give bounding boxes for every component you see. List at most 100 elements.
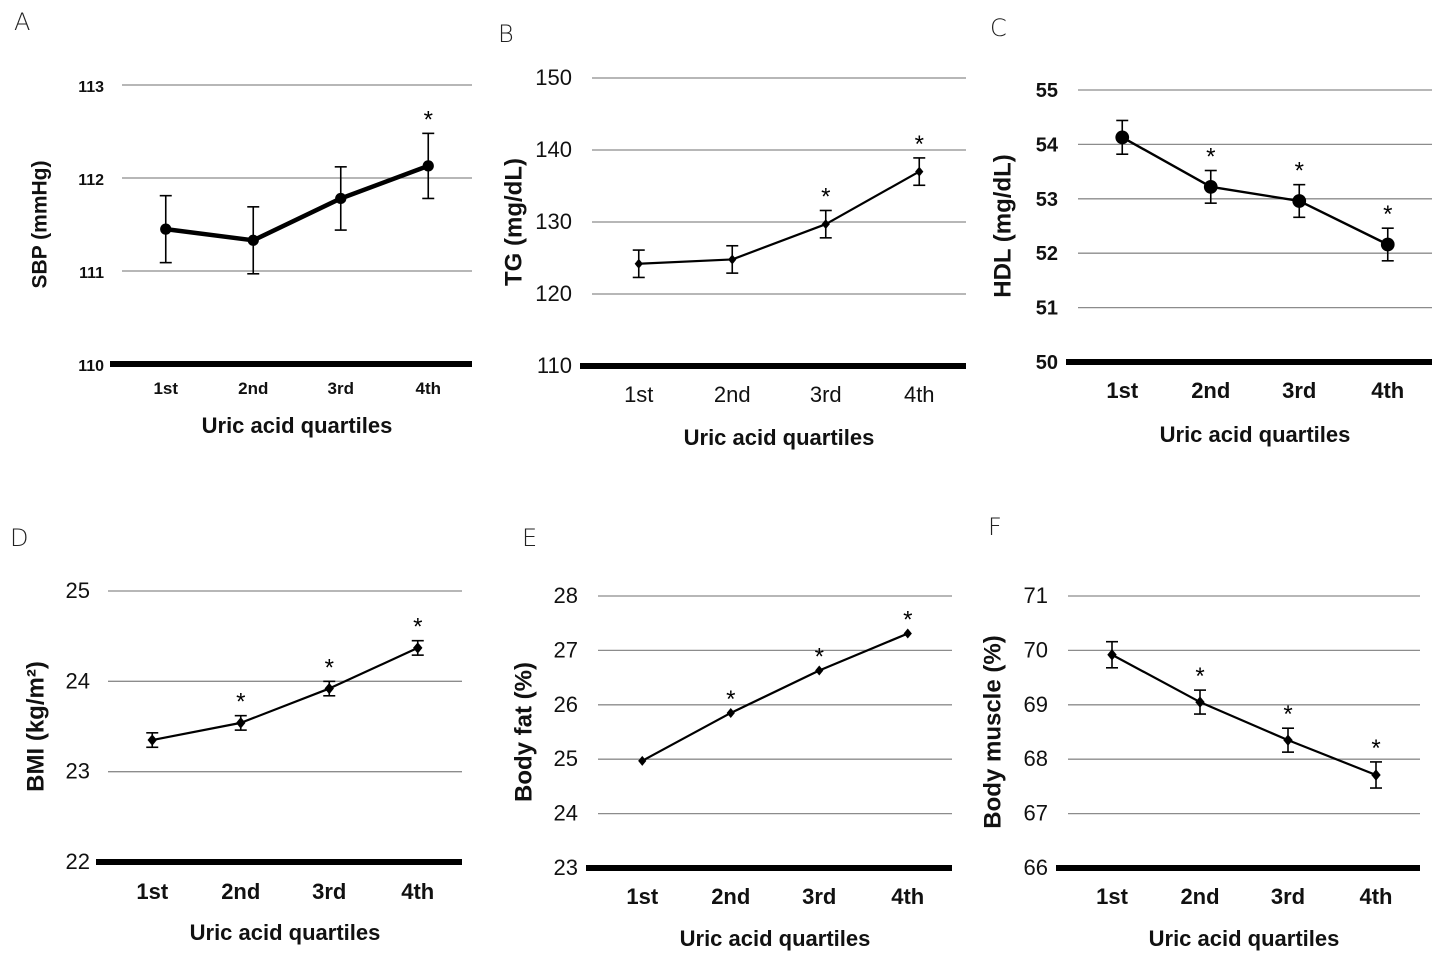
y-tick-label: 24 bbox=[66, 668, 90, 693]
data-point bbox=[1371, 769, 1381, 781]
significance-star: * bbox=[1383, 201, 1392, 228]
y-tick-label: 55 bbox=[1036, 80, 1058, 102]
panel-d: 22 23 24 25 1st 2nd 3rd 4th Uric acid quartiles B… bbox=[23, 578, 462, 945]
y-axis-label: SBP (mmHg) bbox=[29, 161, 52, 289]
y-tick-label: 53 bbox=[1036, 189, 1058, 211]
panel-letter-e: E bbox=[522, 524, 538, 552]
x-tick-label: 1st bbox=[626, 884, 658, 909]
significance-star: * bbox=[424, 106, 433, 133]
significance-star: * bbox=[726, 686, 735, 713]
panel-f: 66 67 68 69 70 71 1st 2nd 3rd 4th Uric acid quarti… bbox=[980, 583, 1420, 951]
significance-star: * bbox=[815, 644, 824, 671]
y-tick-label: 24 bbox=[554, 801, 578, 826]
y-tick-label: 28 bbox=[554, 583, 578, 608]
data-point bbox=[1115, 130, 1130, 145]
data-point bbox=[1292, 194, 1307, 208]
y-axis-label: HDL (mg/dL) bbox=[990, 154, 1017, 298]
data-point bbox=[915, 166, 924, 177]
y-tick-label: 110 bbox=[78, 358, 104, 375]
data-point bbox=[1107, 649, 1117, 661]
x-tick-label: 3rd bbox=[1271, 884, 1305, 909]
data-point bbox=[638, 755, 647, 766]
data-point bbox=[413, 642, 423, 654]
x-tick-label: 1st bbox=[136, 879, 168, 904]
x-tick-label: 4th bbox=[904, 382, 935, 407]
series-line bbox=[152, 646, 419, 742]
x-tick-label: 2nd bbox=[714, 382, 751, 407]
x-tick-label: 1st bbox=[624, 382, 653, 407]
y-tick-label: 50 bbox=[1036, 352, 1058, 374]
panel-letter-b: B bbox=[498, 20, 514, 48]
y-tick-label: 25 bbox=[554, 746, 578, 771]
x-axis-label: Uric acid quartiles bbox=[202, 413, 393, 438]
data-point bbox=[335, 192, 347, 205]
panel-a: 110 111 112 113 1st 2nd 3rd 4th Uric acid quarti… bbox=[29, 79, 472, 438]
x-axis-label: Uric acid quartiles bbox=[1160, 422, 1351, 447]
panel-letter-f: F bbox=[988, 513, 1002, 541]
x-tick-label: 2nd bbox=[238, 379, 268, 398]
y-tick-label: 25 bbox=[66, 578, 90, 603]
y-tick-label: 68 bbox=[1024, 746, 1048, 771]
panel-c: 50 51 52 53 54 55 1st 2nd 3rd 4th Uric acid quarti… bbox=[990, 80, 1432, 447]
series-line bbox=[641, 632, 909, 762]
y-tick-label: 54 bbox=[1036, 134, 1059, 156]
significance-star: * bbox=[1295, 158, 1304, 185]
significance-star: * bbox=[1206, 144, 1215, 171]
y-tick-label: 70 bbox=[1024, 637, 1048, 662]
y-tick-label: 113 bbox=[78, 79, 104, 96]
x-tick-label: 4th bbox=[1360, 884, 1393, 909]
y-axis-label: Body muscle (%) bbox=[980, 635, 1007, 828]
significance-star: * bbox=[915, 131, 924, 158]
x-tick-label: 4th bbox=[1371, 378, 1404, 403]
series-line bbox=[1121, 136, 1389, 246]
y-tick-label: 111 bbox=[79, 265, 104, 282]
x-tick-label: 4th bbox=[416, 379, 442, 398]
x-axis-label: Uric acid quartiles bbox=[1149, 926, 1340, 951]
y-tick-label: 23 bbox=[66, 759, 90, 784]
series-line bbox=[1111, 653, 1377, 776]
panel-letter-c: C bbox=[990, 14, 1007, 42]
data-point bbox=[726, 707, 735, 718]
x-tick-label: 1st bbox=[1096, 884, 1128, 909]
significance-star: * bbox=[325, 654, 334, 681]
y-axis-label: TG (mg/dL) bbox=[501, 158, 528, 286]
x-tick-label: 4th bbox=[401, 879, 434, 904]
y-tick-label: 110 bbox=[537, 353, 572, 378]
x-tick-label: 1st bbox=[153, 379, 178, 398]
y-tick-label: 112 bbox=[78, 172, 104, 189]
data-point bbox=[821, 219, 830, 230]
significance-star: * bbox=[903, 607, 912, 634]
y-tick-label: 120 bbox=[535, 281, 572, 306]
x-axis-label: Uric acid quartiles bbox=[684, 425, 875, 450]
data-point bbox=[422, 160, 434, 172]
x-tick-label: 2nd bbox=[1180, 884, 1219, 909]
panel-letter-d: D bbox=[10, 524, 29, 552]
y-axis-label: Body fat (%) bbox=[511, 662, 538, 802]
y-tick-label: 67 bbox=[1024, 801, 1048, 826]
data-point bbox=[236, 717, 246, 729]
x-tick-label: 1st bbox=[1106, 378, 1138, 403]
data-point bbox=[160, 223, 172, 235]
data-point bbox=[1195, 696, 1205, 708]
significance-star: * bbox=[1371, 735, 1380, 762]
x-tick-label: 4th bbox=[891, 884, 924, 909]
x-tick-label: 3rd bbox=[328, 379, 354, 398]
y-tick-label: 140 bbox=[535, 137, 572, 162]
x-axis-label: Uric acid quartiles bbox=[190, 920, 381, 945]
y-tick-label: 69 bbox=[1024, 692, 1048, 717]
y-tick-label: 150 bbox=[535, 65, 572, 90]
y-tick-label: 66 bbox=[1024, 855, 1048, 880]
x-tick-label: 3rd bbox=[1282, 378, 1316, 403]
significance-star: * bbox=[1195, 663, 1204, 690]
y-tick-label: 52 bbox=[1036, 243, 1058, 265]
x-tick-label: 2nd bbox=[711, 884, 750, 909]
panel-e: 23 24 25 26 27 28 1st 2nd 3rd 4th Uric acid quarti… bbox=[511, 583, 952, 951]
data-point bbox=[1283, 734, 1293, 746]
y-axis-label: BMI (kg/m²) bbox=[23, 661, 50, 792]
y-tick-label: 22 bbox=[66, 849, 90, 874]
data-point bbox=[1380, 237, 1395, 252]
data-point bbox=[324, 682, 334, 695]
x-tick-label: 2nd bbox=[1191, 378, 1230, 403]
y-tick-label: 51 bbox=[1036, 298, 1058, 320]
